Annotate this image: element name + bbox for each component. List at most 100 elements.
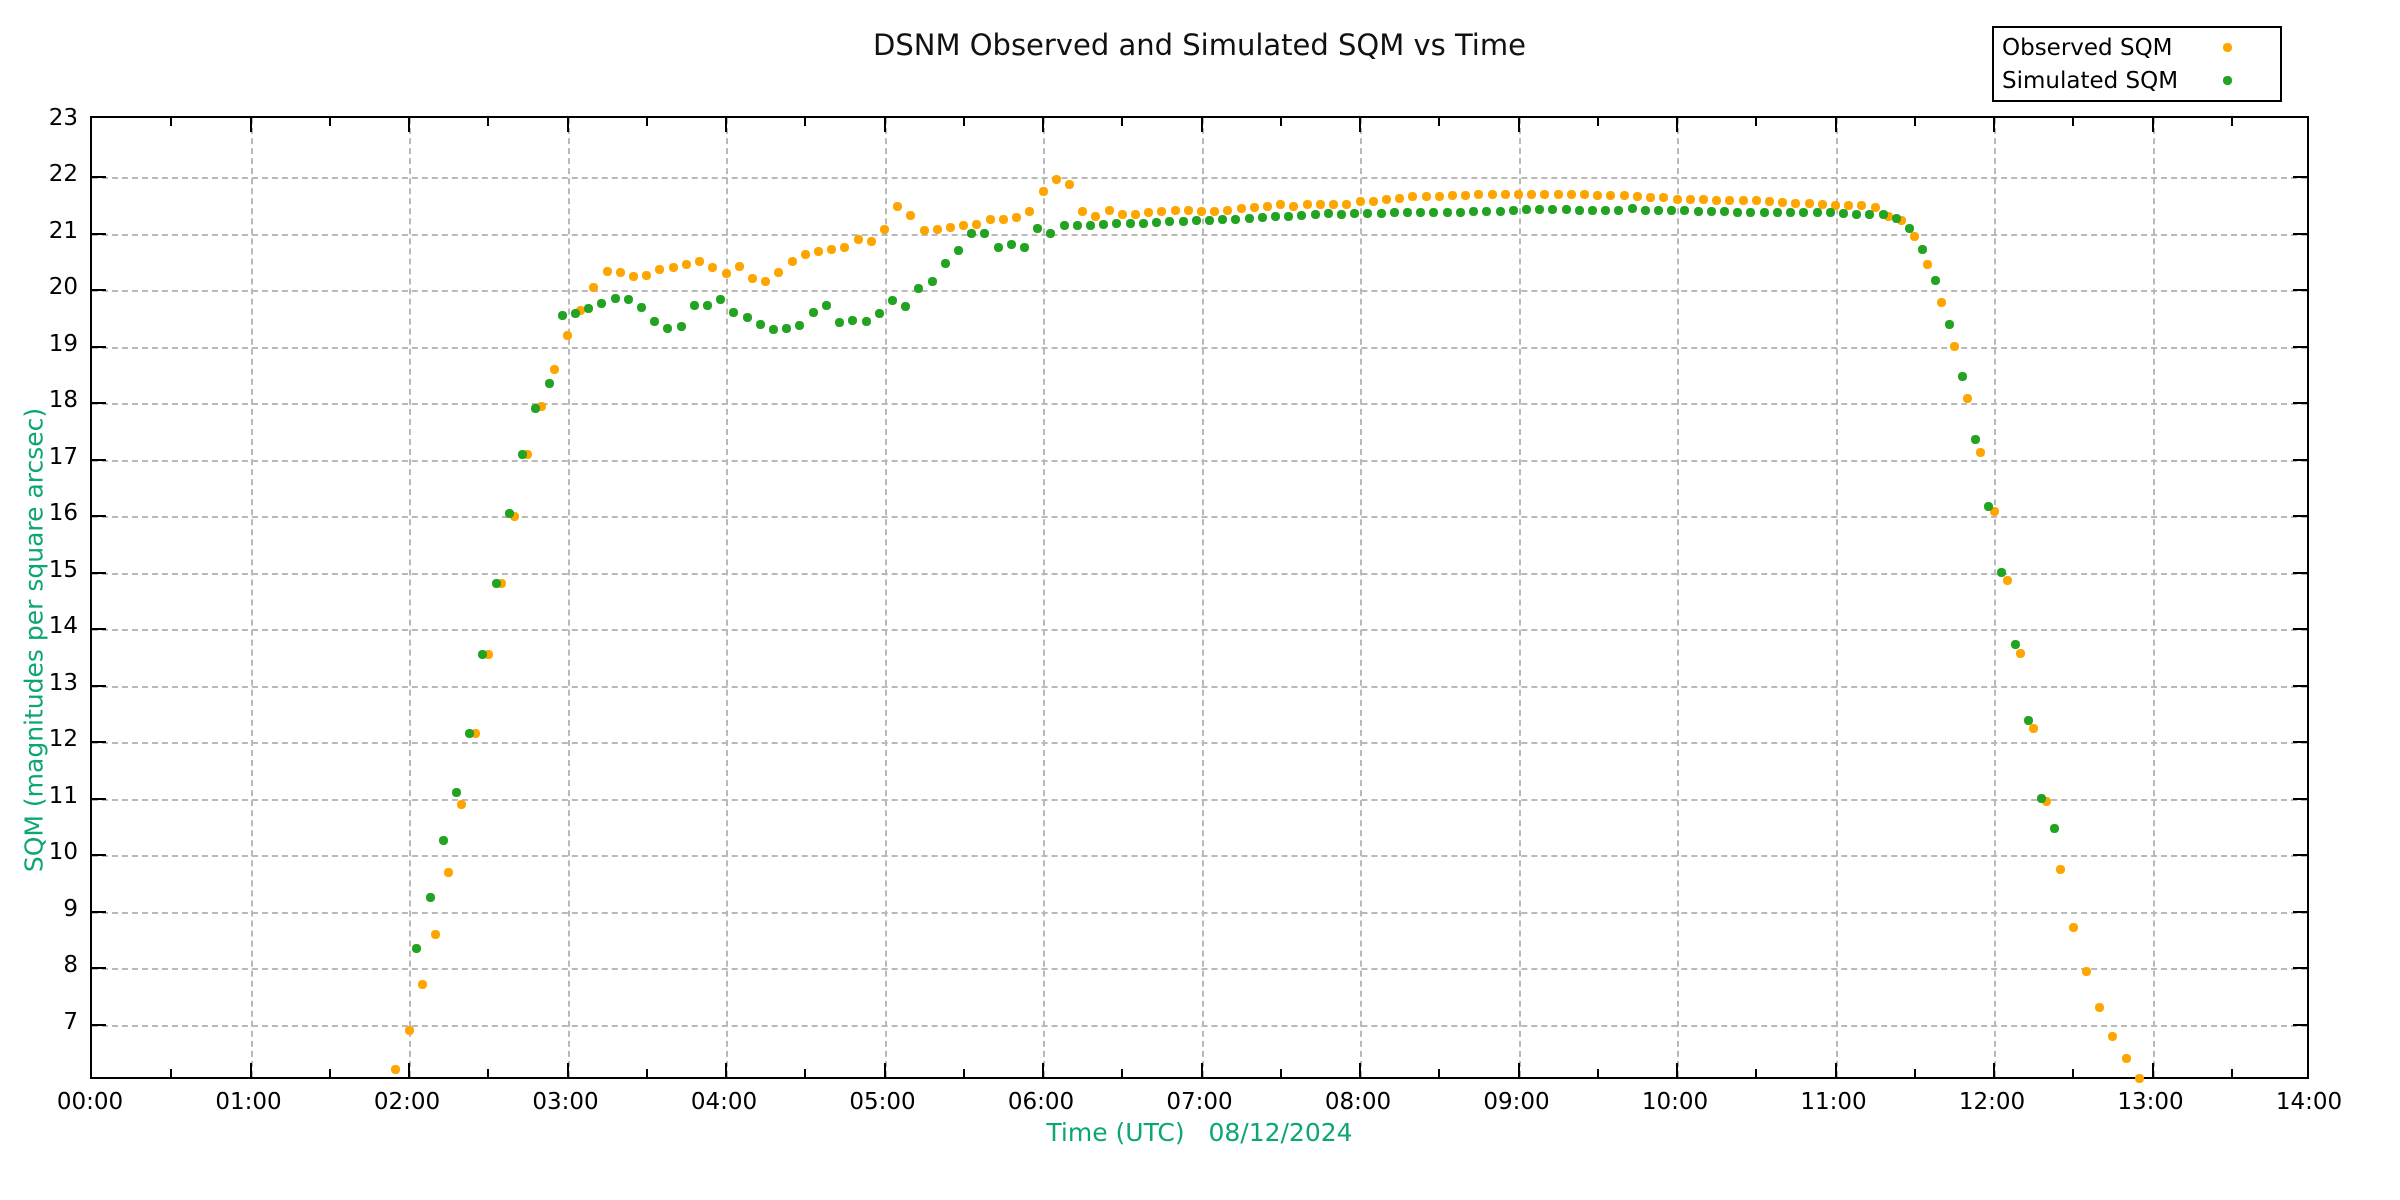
x-minor-tick-top xyxy=(962,118,965,126)
data-point-observed xyxy=(1685,194,1695,204)
data-point-observed xyxy=(483,650,493,660)
data-point-simulated xyxy=(531,404,541,414)
data-point-simulated xyxy=(1350,208,1360,218)
data-point-simulated xyxy=(1640,205,1650,215)
x-tick-top xyxy=(408,118,410,132)
x-tick-top xyxy=(2151,118,2154,132)
data-point-observed xyxy=(549,364,559,374)
data-point-observed xyxy=(1434,192,1444,201)
y-tick-left xyxy=(92,797,106,800)
data-point-observed xyxy=(470,729,480,739)
data-point-observed xyxy=(946,223,956,233)
data-point-simulated xyxy=(1654,205,1663,215)
data-point-observed xyxy=(1804,199,1814,209)
data-point-simulated xyxy=(1548,204,1558,214)
data-point-observed xyxy=(695,256,705,266)
x-tick-top xyxy=(1200,118,1203,132)
y-tick-right xyxy=(2293,797,2307,800)
data-point-simulated xyxy=(1838,208,1848,218)
x-minor-tick-top xyxy=(170,118,173,126)
data-point-simulated xyxy=(769,324,779,334)
data-point-simulated xyxy=(1495,206,1505,216)
x-gridline xyxy=(1835,118,1838,1077)
data-point-simulated xyxy=(1680,206,1690,216)
data-point-observed xyxy=(2068,922,2078,932)
data-point-simulated xyxy=(1957,371,1967,381)
data-point-observed xyxy=(761,277,771,287)
legend-marker-simulated-icon xyxy=(2223,76,2232,85)
data-point-observed xyxy=(1342,199,1352,209)
x-tick-bottom xyxy=(1042,1063,1044,1077)
data-point-observed xyxy=(1368,196,1378,206)
y-tick-right xyxy=(2293,571,2307,574)
data-point-simulated xyxy=(967,229,977,239)
legend-row-observed: Observed SQM xyxy=(1994,31,2280,64)
data-point-simulated xyxy=(1416,208,1426,218)
x-tick-label: 09:00 xyxy=(1483,1089,1550,1115)
data-point-simulated xyxy=(1786,208,1796,218)
data-point-observed xyxy=(1461,191,1471,201)
x-tick-label: 05:00 xyxy=(849,1089,916,1115)
data-point-simulated xyxy=(465,729,475,739)
data-point-simulated xyxy=(887,295,897,305)
x-tick-label: 08:00 xyxy=(1324,1089,1392,1115)
x-tick-top xyxy=(883,118,886,132)
data-point-simulated xyxy=(518,449,528,459)
data-point-observed xyxy=(747,274,757,284)
data-point-observed xyxy=(919,226,929,236)
data-point-observed xyxy=(1223,205,1233,215)
data-point-simulated xyxy=(1706,207,1716,217)
x-minor-tick-top xyxy=(804,118,807,126)
x-tick-label: 03:00 xyxy=(532,1089,599,1115)
data-point-simulated xyxy=(1904,224,1914,234)
legend: Observed SQM Simulated SQM xyxy=(1992,26,2282,102)
data-point-observed xyxy=(1963,394,1973,404)
data-point-simulated xyxy=(1112,219,1122,229)
data-point-simulated xyxy=(1403,208,1413,218)
y-tick-right xyxy=(2293,741,2307,744)
data-point-simulated xyxy=(1152,217,1162,227)
data-point-simulated xyxy=(940,259,950,269)
data-point-observed xyxy=(813,247,823,257)
y-tick-label: 11 xyxy=(48,782,78,809)
x-tick-top xyxy=(1834,118,1837,132)
y-tick-label: 10 xyxy=(48,839,78,866)
chart-title: DSNM Observed and Simulated SQM vs Time xyxy=(873,28,1526,62)
data-point-simulated xyxy=(1046,229,1056,239)
data-point-simulated xyxy=(584,304,594,314)
data-point-observed xyxy=(1104,205,1114,215)
data-point-simulated xyxy=(689,301,699,311)
y-tick-right xyxy=(2293,515,2307,518)
data-point-observed xyxy=(708,263,718,273)
data-point-observed xyxy=(959,220,969,230)
data-point-observed xyxy=(655,265,665,275)
data-point-observed xyxy=(985,215,995,225)
data-point-observed xyxy=(2015,648,2025,658)
y-tick-label: 22 xyxy=(48,161,78,188)
data-point-observed xyxy=(457,799,467,809)
data-point-simulated xyxy=(1693,206,1703,216)
data-point-simulated xyxy=(1284,212,1294,222)
data-point-simulated xyxy=(1825,208,1835,218)
data-point-simulated xyxy=(1931,275,1941,285)
y-tick-left xyxy=(92,910,106,913)
y-tick-left xyxy=(92,402,106,405)
x-minor-tick-top xyxy=(2072,118,2075,126)
y-tick-left xyxy=(92,345,106,348)
x-minor-tick-bottom xyxy=(1279,1069,1282,1077)
x-tick-label: 07:00 xyxy=(1166,1089,1233,1115)
data-point-simulated xyxy=(2023,715,2033,725)
data-point-observed xyxy=(1910,232,1920,242)
data-point-simulated xyxy=(1125,219,1135,229)
x-axis-label: Time (UTC) 08/12/2024 xyxy=(1046,1118,1353,1147)
data-point-observed xyxy=(1936,298,1946,308)
data-point-observed xyxy=(2042,796,2052,806)
legend-row-simulated: Simulated SQM xyxy=(1994,64,2280,97)
data-point-simulated xyxy=(1231,214,1241,224)
data-point-simulated xyxy=(927,277,937,287)
data-point-simulated xyxy=(1891,214,1901,224)
data-point-simulated xyxy=(1508,206,1518,216)
data-point-simulated xyxy=(716,294,726,304)
data-point-simulated xyxy=(1997,567,2007,577)
data-point-simulated xyxy=(1535,204,1545,214)
